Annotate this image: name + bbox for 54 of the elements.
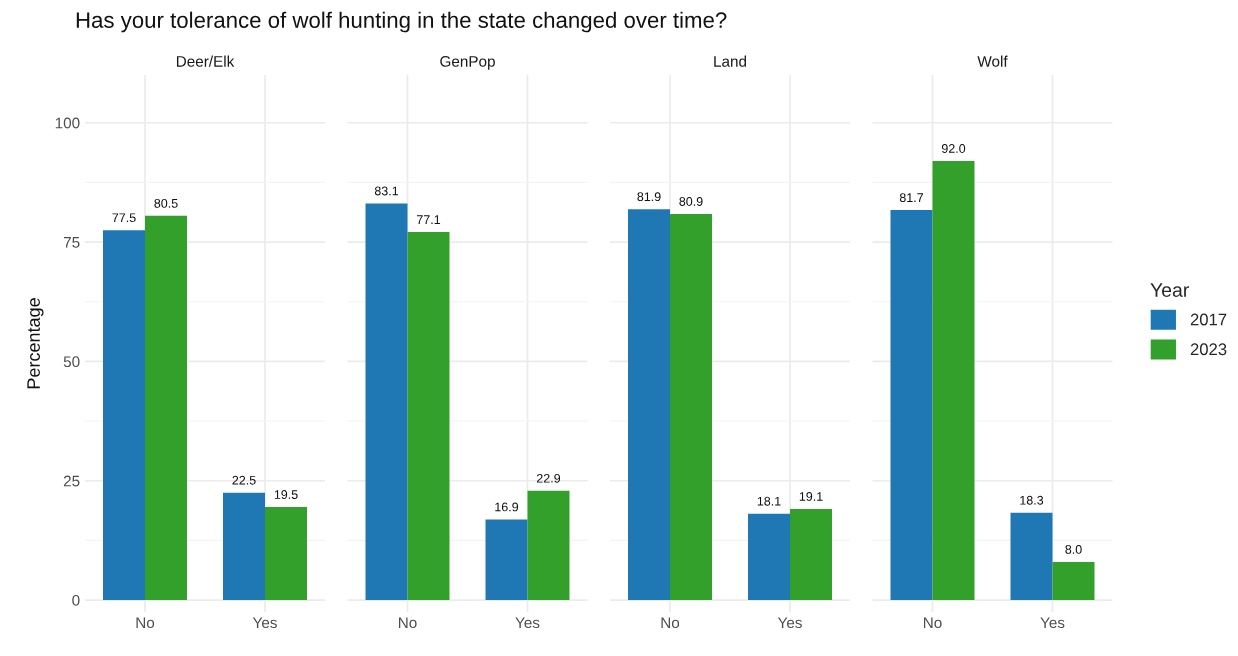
x-tick-label: Yes [515, 617, 540, 629]
chart-subtitle: Deer/Elk [176, 55, 235, 67]
bar [1010, 512, 1053, 601]
bar [628, 209, 670, 601]
bar [485, 519, 528, 601]
bar [748, 513, 790, 601]
chart-subtitle: GenPop [440, 56, 495, 70]
bar [407, 232, 450, 601]
text: Has your tolerance of wolf hunting in the state changed over time? [76, 11, 727, 33]
bar [790, 508, 832, 601]
data-label: 80.9 [679, 197, 703, 206]
legend-title: Year [1150, 283, 1189, 297]
x-tick-label: Yes [1040, 617, 1065, 629]
y-tick-label: 75 [63, 237, 80, 248]
data-label: 83.1 [374, 186, 399, 196]
y-tick-label: 50 [63, 356, 80, 368]
data-label: 8.0 [1065, 545, 1082, 554]
data-label: 81.7 [899, 193, 924, 203]
x-tick-label: Yes [252, 617, 277, 629]
y-tick-label: 100 [55, 117, 80, 129]
x-tick-label: No [661, 617, 680, 629]
bar [932, 160, 975, 601]
data-label: 18.1 [757, 496, 781, 506]
chart-subtitle: Land [714, 55, 747, 67]
bar [223, 492, 265, 601]
x-tick-label: Yes [777, 617, 802, 629]
x-tick-label: No [398, 617, 417, 629]
legend-label: 2017 [1190, 313, 1227, 326]
bar [1052, 561, 1095, 601]
data-label: 18.3 [1020, 495, 1044, 505]
data-label: 16.9 [495, 502, 519, 512]
y-axis-title: Percentage [27, 298, 44, 389]
data-label: 19.5 [274, 490, 298, 499]
bar [145, 215, 187, 601]
bar [365, 203, 408, 601]
data-label: 80.5 [154, 198, 178, 208]
y-tick-label: 0 [72, 594, 80, 606]
bar [890, 210, 933, 601]
data-label: 77.5 [112, 213, 136, 223]
data-label: 19.1 [799, 492, 823, 501]
bar [103, 230, 145, 601]
chart-subtitle: Wolf [977, 55, 1008, 67]
data-label: 92.0 [941, 144, 966, 153]
data-label: 81.9 [637, 192, 661, 202]
x-tick-label: No [136, 617, 155, 629]
x-tick-label: No [923, 617, 942, 629]
legend-label: 2023 [1190, 343, 1227, 356]
bar [527, 490, 570, 601]
y-tick-label: 25 [63, 475, 80, 487]
bar [265, 506, 307, 601]
bar [670, 213, 712, 601]
data-label: 22.9 [536, 473, 561, 483]
data-label: 22.5 [232, 475, 256, 485]
data-label: 77.1 [416, 215, 441, 224]
